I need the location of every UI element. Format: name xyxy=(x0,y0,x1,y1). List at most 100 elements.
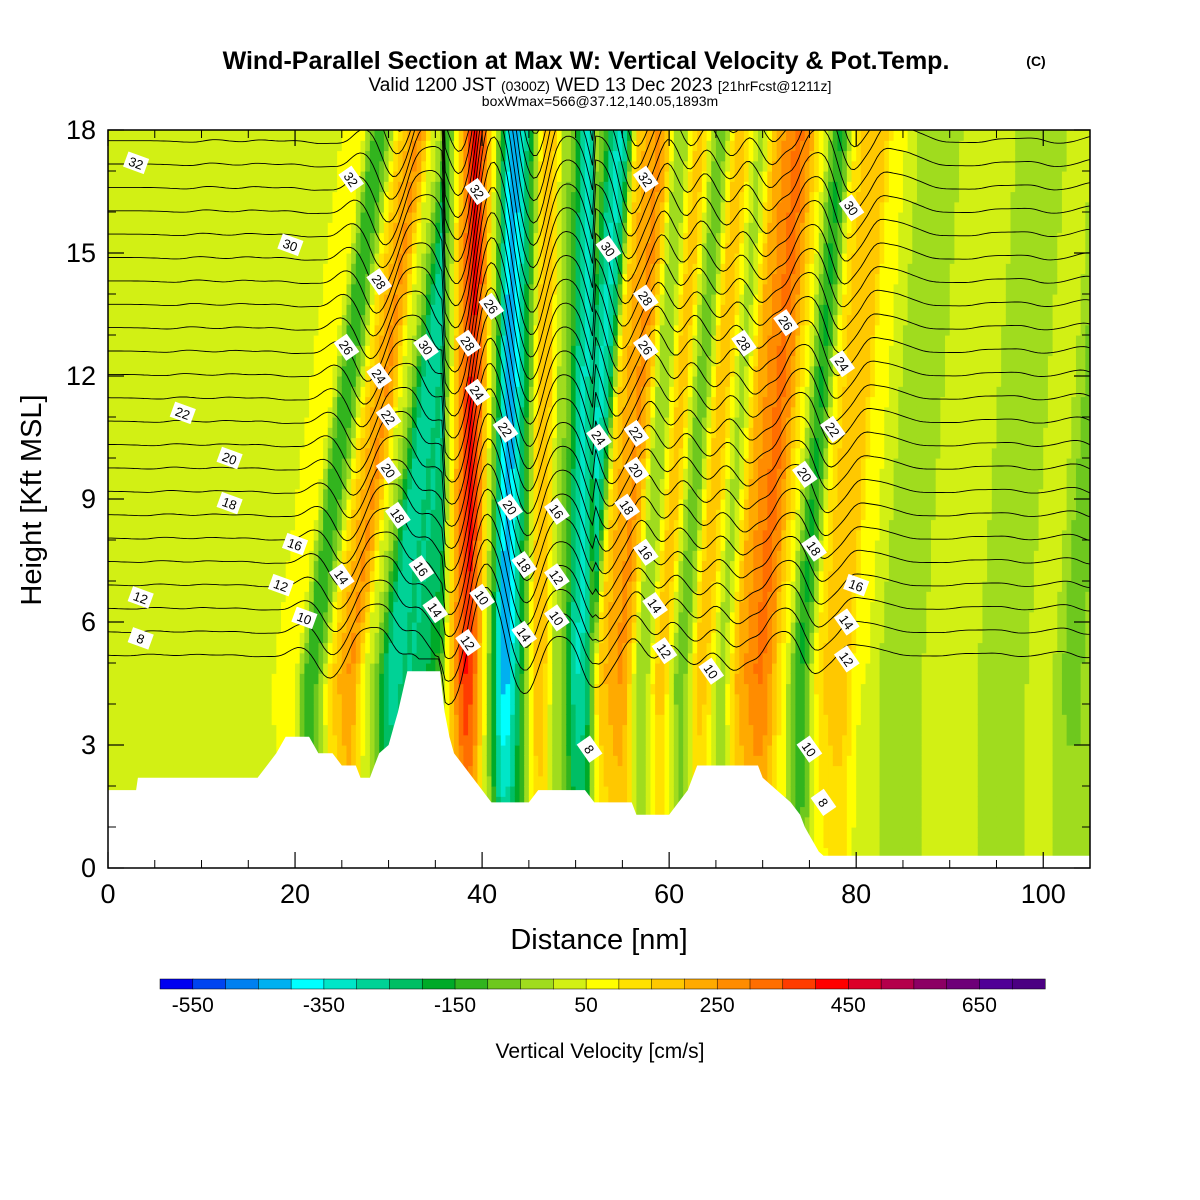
velocity-cell xyxy=(337,488,343,500)
velocity-cell xyxy=(304,345,310,357)
velocity-cell xyxy=(108,294,114,305)
velocity-cell xyxy=(266,376,273,387)
velocity-cell xyxy=(313,704,320,715)
velocity-cell xyxy=(266,468,273,480)
velocity-cell xyxy=(351,663,357,674)
velocity-cell xyxy=(262,509,268,521)
velocity-cell xyxy=(229,283,235,295)
velocity-cell xyxy=(168,529,175,541)
velocity-cell xyxy=(159,499,165,510)
velocity-cell xyxy=(122,468,128,480)
velocity-cell xyxy=(304,191,310,203)
velocity-cell xyxy=(248,601,254,613)
velocity-cell xyxy=(192,714,198,726)
velocity-cell xyxy=(187,376,193,387)
velocity-cell xyxy=(295,663,301,674)
velocity-cell xyxy=(215,550,221,562)
velocity-cell xyxy=(327,704,334,715)
velocity-cell xyxy=(224,663,231,674)
velocity-cell xyxy=(234,304,240,316)
velocity-cell xyxy=(136,714,142,726)
velocity-cell xyxy=(327,150,334,162)
velocity-cell xyxy=(136,601,142,613)
velocity-cell xyxy=(285,519,291,531)
velocity-cell xyxy=(290,427,296,439)
velocity-cell xyxy=(136,273,142,285)
velocity-cell xyxy=(192,396,198,408)
velocity-cell xyxy=(210,283,217,295)
velocity-cell xyxy=(140,273,147,285)
velocity-cell xyxy=(397,171,404,182)
velocity-cell xyxy=(234,160,240,172)
velocity-cell xyxy=(276,714,282,726)
velocity-cell xyxy=(201,673,207,685)
velocity-cell xyxy=(402,181,408,193)
velocity-cell xyxy=(187,447,193,459)
velocity-cell xyxy=(224,150,231,162)
velocity-cell xyxy=(327,437,334,449)
velocity-cell xyxy=(299,130,305,141)
velocity-cell xyxy=(164,745,170,756)
velocity-cell xyxy=(192,468,198,480)
velocity-cell xyxy=(122,683,128,695)
velocity-cell xyxy=(150,406,156,418)
velocity-cell xyxy=(327,663,334,674)
velocity-cell xyxy=(215,663,221,674)
velocity-cell xyxy=(365,447,371,459)
velocity-cell xyxy=(407,663,413,674)
velocity-cell xyxy=(126,263,132,275)
velocity-cell xyxy=(164,478,170,490)
velocity-cell xyxy=(150,642,156,654)
velocity-cell xyxy=(421,253,427,264)
velocity-cell xyxy=(383,314,390,326)
velocity-cell xyxy=(168,345,175,357)
velocity-cell xyxy=(154,745,161,756)
velocity-cell xyxy=(295,529,301,541)
velocity-cell xyxy=(416,324,422,336)
velocity-cell xyxy=(397,406,404,418)
velocity-cell xyxy=(229,622,235,633)
velocity-cell xyxy=(192,519,198,531)
velocity-cell xyxy=(337,601,343,613)
velocity-cell xyxy=(122,406,128,418)
velocity-cell xyxy=(192,734,198,746)
velocity-cell xyxy=(122,775,128,787)
velocity-cell xyxy=(374,212,380,223)
velocity-cell xyxy=(187,519,193,531)
velocity-cell xyxy=(379,529,385,541)
velocity-cell xyxy=(220,601,226,613)
velocity-cell xyxy=(220,283,226,295)
velocity-cell xyxy=(309,519,315,531)
velocity-cell xyxy=(421,314,427,326)
velocity-cell xyxy=(360,191,366,203)
velocity-cell xyxy=(131,406,137,418)
velocity-cell xyxy=(168,622,175,633)
velocity-cell xyxy=(122,529,128,541)
velocity-cell xyxy=(150,540,156,551)
velocity-cell xyxy=(215,130,221,141)
velocity-cell xyxy=(262,201,268,213)
velocity-cell xyxy=(145,683,151,695)
velocity-cell xyxy=(318,212,324,223)
velocity-cell xyxy=(271,222,277,234)
velocity-cell xyxy=(393,437,399,449)
velocity-cell xyxy=(383,550,390,562)
velocity-cell xyxy=(145,386,151,398)
velocity-cell xyxy=(173,519,179,531)
velocity-cell xyxy=(206,683,212,695)
velocity-cell xyxy=(229,314,235,326)
velocity-cell xyxy=(238,222,245,234)
velocity-cell xyxy=(425,273,432,285)
velocity-cell xyxy=(224,222,231,234)
velocity-cell xyxy=(178,437,184,449)
velocity-cell xyxy=(425,376,432,387)
velocity-cell xyxy=(346,283,352,295)
velocity-cell xyxy=(252,140,259,152)
velocity-cell xyxy=(262,335,268,346)
velocity-cell xyxy=(140,734,147,746)
velocity-cell xyxy=(355,160,362,172)
velocity-cell xyxy=(383,386,390,398)
velocity-cell xyxy=(360,365,366,377)
velocity-cell xyxy=(150,222,156,234)
velocity-cell xyxy=(257,427,263,439)
